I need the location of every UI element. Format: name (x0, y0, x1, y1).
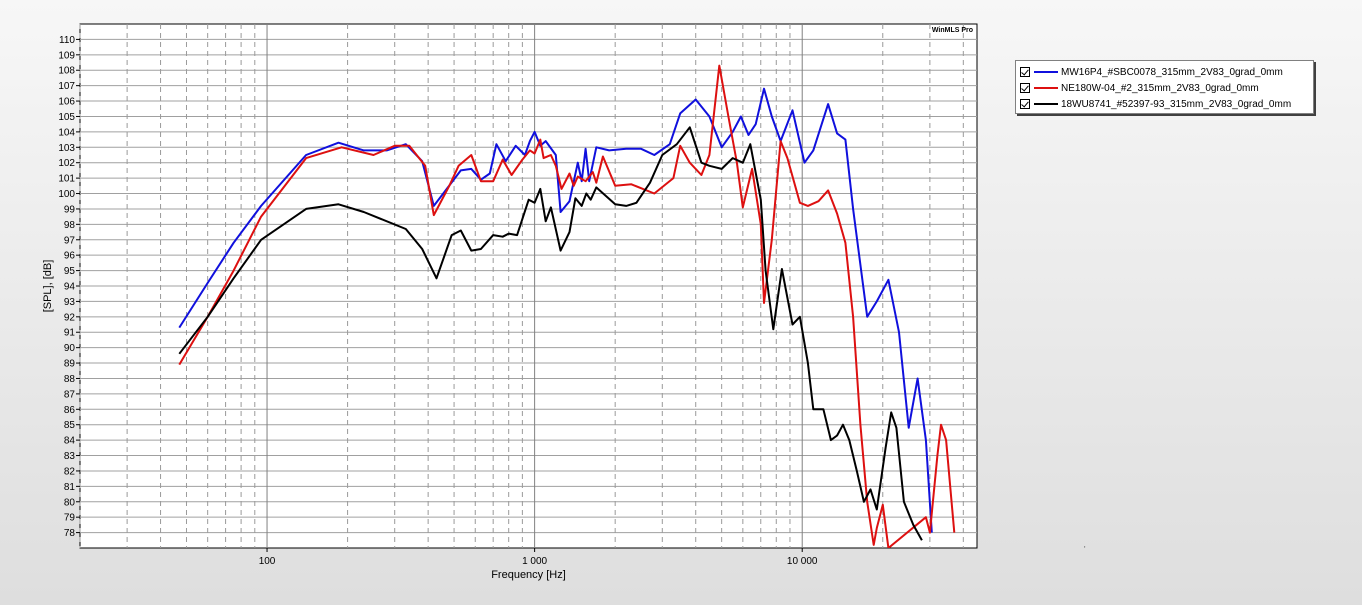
legend-label: MW16P4_#SBC0078_315mm_2V83_0grad_0mm (1061, 66, 1283, 78)
y-tick-label: 90 (64, 343, 76, 354)
y-tick-label: 98 (64, 220, 76, 231)
series-line-2 (178, 64, 956, 548)
legend-label: NE180W-04_#2_315mm_2V83_0grad_0mm (1061, 82, 1259, 94)
legend: MW16P4_#SBC0078_315mm_2V83_0grad_0mm NE1… (1015, 60, 1314, 114)
legend-swatch (1034, 87, 1058, 89)
y-tick-label: 79 (64, 513, 76, 524)
y-tick-label: 92 (64, 312, 76, 323)
y-tick-label: 94 (64, 282, 76, 293)
legend-swatch (1034, 103, 1058, 105)
y-tick-label: 80 (64, 497, 76, 508)
grid-lines (79, 24, 977, 548)
y-tick-label: 97 (64, 235, 76, 246)
y-tick-label: 109 (58, 50, 75, 61)
x-tick-label: 10 000 (787, 556, 818, 567)
y-tick-label: 93 (64, 297, 76, 308)
y-axis-ticks: 78 79 80 81 82 83 84 85 86 87 88 89 90 91 92 93 94 95 96 97… (58, 35, 80, 539)
y-tick-label: 91 (64, 328, 76, 339)
y-tick-label: 82 (64, 466, 76, 477)
y-tick-label: 85 (64, 420, 76, 431)
y-tick-label: 95 (64, 266, 76, 277)
y-tick-label: 88 (64, 374, 76, 385)
y-tick-label: 105 (58, 112, 75, 123)
legend-swatch (1034, 71, 1058, 73)
y-tick-label: 81 (64, 482, 76, 493)
y-tick-label: 83 (64, 451, 76, 462)
y-tick-label: 110 (59, 35, 75, 46)
legend-label: 18WU8741_#52397-93_315mm_2V83_0grad_0mm (1061, 98, 1292, 110)
y-tick-label: 103 (58, 143, 75, 154)
y-tick-label: 78 (64, 528, 76, 539)
y-tick-label: 100 (58, 189, 75, 200)
y-tick-label: 87 (64, 389, 76, 400)
series-line-1 (178, 87, 933, 533)
y-axis-title: [SPL], [dB] (42, 260, 54, 313)
legend-item-18wu8741[interactable]: 18WU8741_#52397-93_315mm_2V83_0grad_0mm (1016, 96, 1313, 112)
y-tick-label: 104 (58, 127, 75, 138)
series-lines (178, 64, 956, 548)
x-tick-label: 100 (259, 556, 276, 567)
legend-item-ne180w[interactable]: NE180W-04_#2_315mm_2V83_0grad_0mm (1016, 80, 1313, 96)
y-tick-label: 96 (64, 251, 76, 262)
x-tick-label: 1 000 (522, 556, 547, 567)
legend-checkbox[interactable] (1020, 99, 1030, 109)
y-tick-label: 101 (58, 174, 75, 185)
y-tick-label: 107 (58, 81, 75, 92)
y-tick-label: 99 (64, 204, 76, 215)
legend-checkbox[interactable] (1020, 83, 1030, 93)
y-tick-label: 106 (58, 97, 75, 108)
y-tick-label: 84 (64, 436, 76, 447)
y-tick-label: 108 (58, 66, 75, 77)
y-tick-label: 102 (58, 158, 75, 169)
series-line-3 (178, 126, 923, 541)
legend-item-mw16p4[interactable]: MW16P4_#SBC0078_315mm_2V83_0grad_0mm (1016, 64, 1313, 80)
y-tick-label: 86 (64, 405, 76, 416)
y-tick-label: 89 (64, 359, 76, 370)
legend-checkbox[interactable] (1020, 67, 1030, 77)
x-axis-title: Frequency [Hz] (491, 569, 566, 581)
x-axis-ticks: 100 1 000 10 000 (259, 548, 818, 567)
brand-label: WinMLS Pro (932, 27, 973, 34)
stray-mark: ' (1084, 545, 1086, 554)
